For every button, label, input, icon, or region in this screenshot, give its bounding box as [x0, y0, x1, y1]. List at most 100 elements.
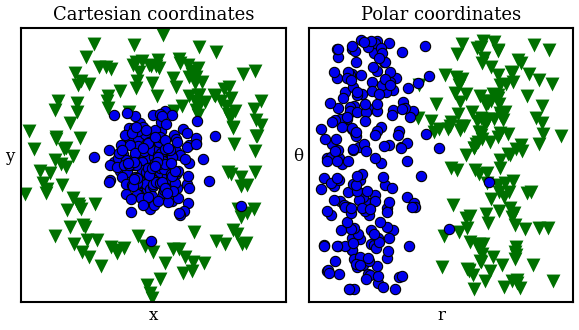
Point [219, 86, 229, 91]
Point [409, 108, 418, 114]
Point [506, 69, 515, 74]
Point [347, 43, 357, 49]
Point [471, 141, 480, 146]
Point [342, 219, 351, 224]
Point [345, 286, 354, 291]
Point [340, 244, 349, 249]
Point [523, 93, 532, 98]
Point [192, 118, 201, 123]
Point [508, 279, 517, 284]
Point [160, 108, 170, 113]
Point [188, 72, 197, 77]
Point [112, 165, 122, 170]
Point [378, 82, 387, 88]
Point [409, 201, 419, 206]
Point [364, 45, 373, 50]
Point [154, 140, 163, 145]
Point [351, 183, 360, 188]
Point [180, 254, 189, 260]
Point [148, 176, 157, 182]
Point [383, 205, 392, 210]
Point [353, 90, 362, 95]
Point [173, 185, 182, 191]
Point [494, 47, 503, 52]
Point [123, 161, 133, 166]
Point [104, 105, 113, 110]
Point [188, 269, 197, 274]
Point [472, 119, 482, 124]
Point [128, 163, 137, 168]
Point [145, 186, 155, 191]
Point [76, 79, 86, 84]
Point [142, 186, 151, 192]
Point [167, 182, 176, 187]
Point [156, 277, 165, 282]
Point [151, 167, 160, 173]
Point [332, 47, 342, 52]
Point [483, 170, 492, 176]
Point [145, 290, 155, 295]
Point [144, 165, 153, 171]
Point [369, 242, 379, 248]
Point [535, 77, 544, 82]
Point [380, 76, 389, 81]
Point [159, 32, 168, 38]
Point [363, 272, 372, 277]
Point [355, 254, 364, 260]
Point [472, 45, 482, 50]
Point [181, 156, 190, 162]
Point [516, 60, 526, 66]
Point [479, 55, 488, 61]
Point [486, 64, 496, 69]
Point [36, 168, 45, 174]
Point [490, 40, 499, 45]
Point [426, 118, 435, 124]
Point [144, 195, 153, 200]
Point [537, 120, 547, 126]
Point [355, 177, 364, 182]
Point [195, 92, 204, 97]
Point [382, 210, 391, 215]
Point [444, 226, 453, 231]
Point [141, 182, 151, 187]
Point [377, 45, 386, 50]
Point [500, 181, 510, 186]
Point [334, 155, 343, 160]
Point [236, 174, 245, 180]
Point [510, 250, 519, 255]
Point [157, 167, 166, 172]
Point [230, 109, 240, 114]
Point [151, 64, 160, 69]
Point [129, 156, 138, 162]
Point [510, 256, 519, 262]
Point [153, 57, 163, 63]
Point [142, 176, 151, 182]
Point [434, 145, 444, 150]
Point [129, 178, 138, 183]
Point [331, 136, 340, 141]
Point [464, 268, 474, 273]
Point [378, 50, 387, 56]
Point [242, 182, 251, 187]
Point [457, 42, 466, 47]
Point [495, 82, 504, 88]
Point [354, 231, 363, 236]
Point [356, 190, 365, 195]
Point [340, 89, 350, 94]
Point [142, 127, 151, 132]
Point [79, 222, 88, 227]
Point [156, 161, 166, 166]
Point [478, 241, 488, 246]
Y-axis label: y: y [6, 148, 15, 165]
Point [365, 259, 374, 264]
Point [148, 182, 157, 187]
Point [486, 269, 495, 274]
Point [185, 161, 194, 166]
Point [319, 242, 328, 248]
Point [157, 156, 166, 161]
Point [54, 98, 63, 103]
Point [222, 104, 231, 109]
Point [372, 68, 382, 74]
Point [369, 50, 379, 55]
Point [126, 196, 135, 202]
